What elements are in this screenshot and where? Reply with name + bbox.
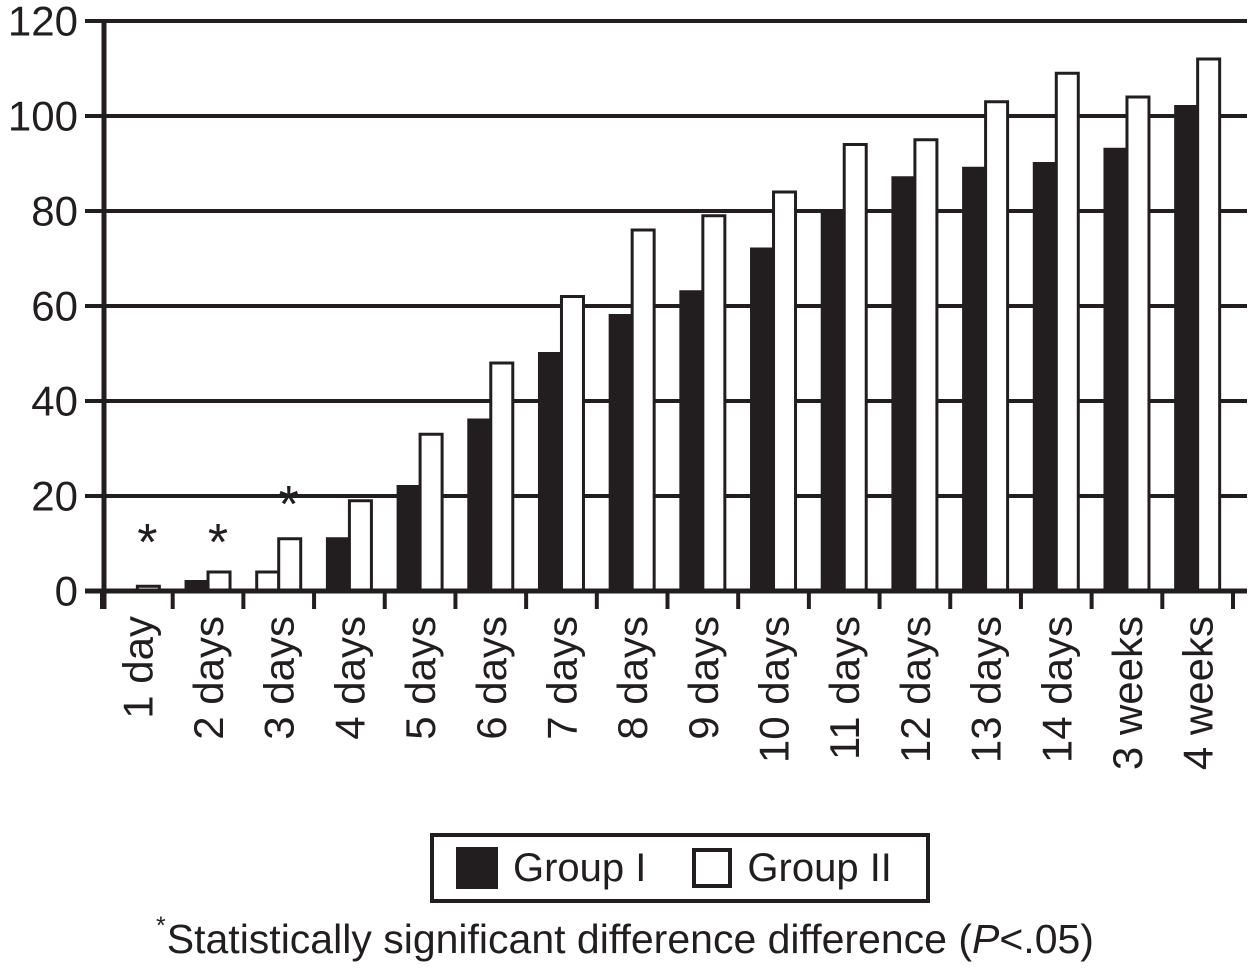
chart-footnote: *Statistically significant difference di… [0,912,1250,963]
x-axis-label-13-days: 13 days [963,616,1010,763]
bar-group-i-12-days [891,176,917,593]
bar-group-ii-7-days [559,295,585,593]
x-axis-label-4-weeks: 4 weeks [1175,616,1222,770]
bar-group-ii-6-days [489,361,515,593]
y-tick-label-60: 60 [31,282,78,329]
x-axis-label-1-day: 1 day [114,616,161,719]
x-axis-label-11-days: 11 days [821,616,868,760]
y-tick-label-40: 40 [31,377,78,424]
bar-group-i-13-days [962,166,988,593]
bar-group-i-10-days [750,247,776,593]
chart-canvas: 0 20 40 60 80 100 120 1 day 2 days 3 days 4 days 5 … [8,0,1247,770]
significance-asterisk-3-days: * [279,476,299,534]
y-tick-label-120: 120 [8,0,78,44]
x-axis-label-14-days: 14 days [1033,616,1080,763]
bar-group-i-4-weeks [1174,105,1200,593]
chart-legend: Group I Group II [430,833,930,903]
significance-asterisk-2-days: * [208,514,228,572]
bar-group-ii-13-days [984,100,1010,593]
legend-item-group2: Group II [692,846,892,891]
bar-group-ii-4-weeks [1196,57,1222,593]
x-axis-label-4-days: 4 days [326,616,373,740]
significance-asterisk-1-day: * [137,514,157,572]
bar-group-ii-9-days [701,214,727,593]
x-axis-label-6-days: 6 days [468,616,515,740]
x-axis-label-5-days: 5 days [397,616,444,740]
y-tick-label-20: 20 [31,472,78,519]
y-tick-label-80: 80 [31,187,78,234]
bar-group-ii-8-days [630,228,656,593]
y-tick-label-100: 100 [8,92,78,139]
footnote-text-end: <.05) [999,916,1094,962]
x-axis-label-12-days: 12 days [892,616,939,763]
bar-group-ii-3-weeks [1125,95,1151,593]
footnote-p-symbol: P [972,916,1000,962]
bar-group-i-4-days [325,537,351,593]
legend-item-group1: Group I [456,846,646,891]
legend-swatch-group2-open-square [692,848,733,888]
bar-group-ii-14-days [1054,71,1080,593]
x-axis-label-2-days: 2 days [185,616,232,740]
bar-group-i-11-days [820,209,846,593]
x-axis-label-3-days: 3 days [256,616,303,740]
bar-group-i-14-days [1032,162,1058,593]
footnote-text: Statistically significant difference dif… [166,916,972,962]
bar-group-ii-12-days [913,138,939,593]
x-axis-label-7-days: 7 days [538,616,585,740]
x-axis-label-8-days: 8 days [609,616,656,740]
legend-label-group2: Group II [747,845,892,890]
bar-group-i-9-days [679,290,705,593]
y-tick-label-0: 0 [55,567,78,614]
bar-group-i-7-days [537,352,563,593]
bar-group-i-3-days [255,570,281,593]
x-axis-label-10-days: 10 days [751,616,798,763]
bar-group-i-8-days [608,314,634,593]
legend-label-group1: Group I [513,845,647,890]
bar-group-ii-5-days [418,432,444,593]
legend-swatch-group1-filled-square [456,847,498,889]
bar-group-ii-3-days [277,537,303,593]
x-axis-label-9-days: 9 days [680,616,727,740]
bar-group-i-3-weeks [1103,147,1129,593]
bar-group-ii-11-days [842,143,868,593]
bar-group-i-6-days [467,418,493,593]
footnote-asterisk-marker: * [156,912,166,941]
bar-group-i-5-days [396,485,422,593]
bar-group-ii-10-days [772,190,798,593]
bar-group-ii-2-days [206,570,232,593]
x-axis-label-3-weeks: 3 weeks [1104,616,1151,770]
bar-group-ii-4-days [347,499,373,593]
